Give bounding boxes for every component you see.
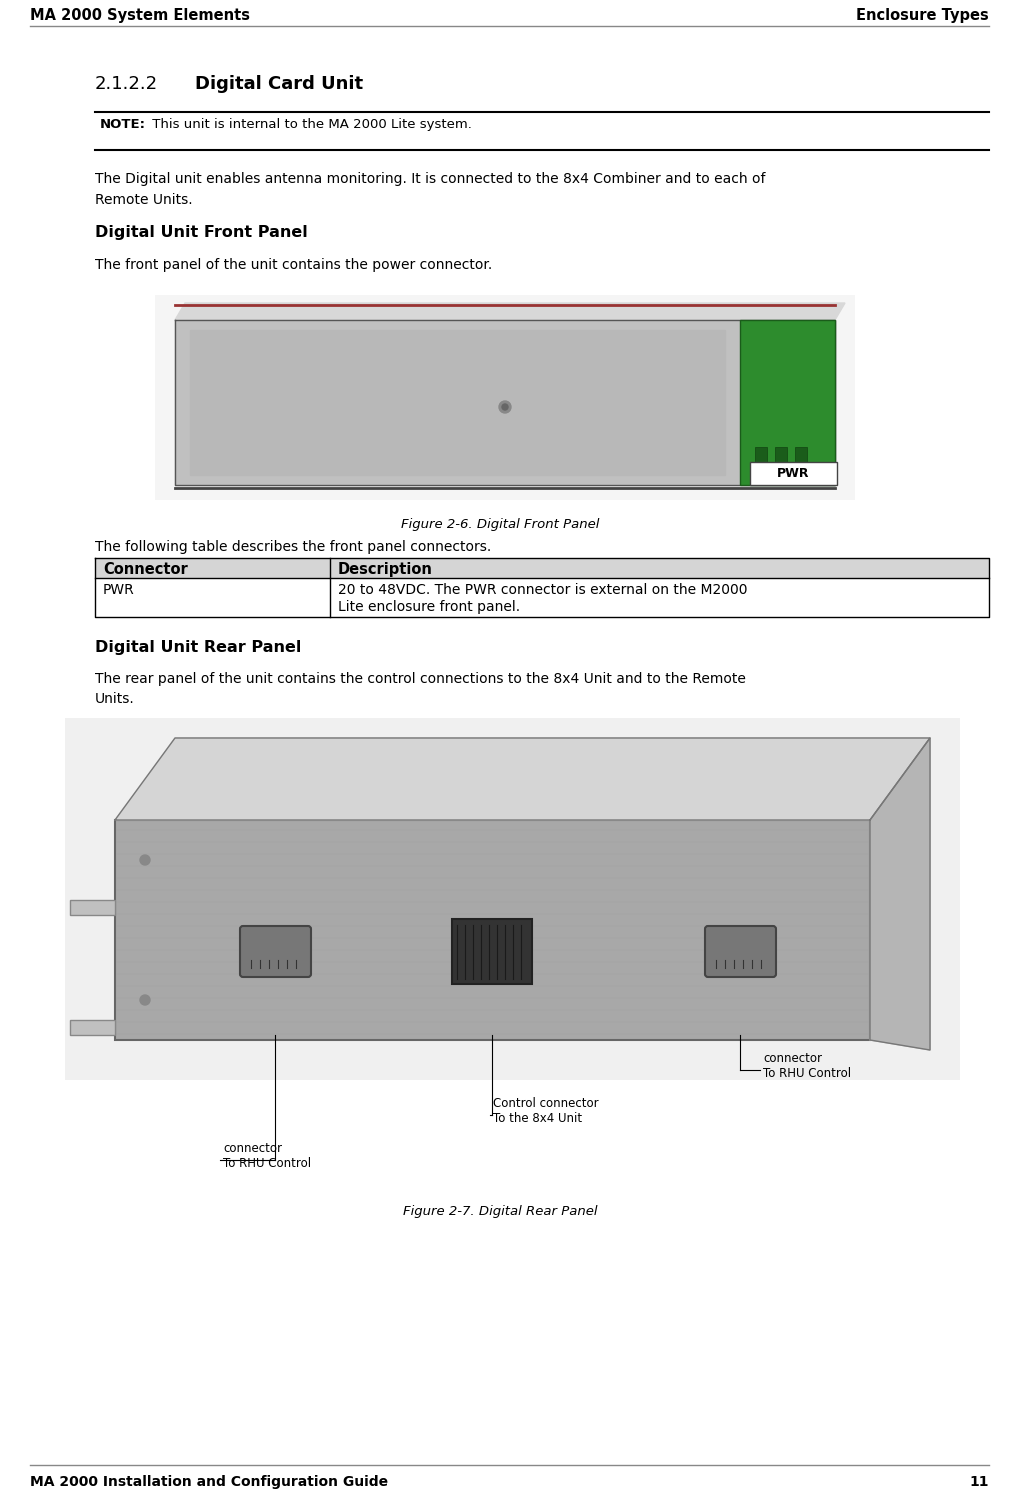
Text: Units.: Units. bbox=[95, 692, 135, 707]
Text: To RHU Control: To RHU Control bbox=[763, 1067, 851, 1079]
Bar bbox=[95, 558, 989, 578]
Polygon shape bbox=[115, 738, 930, 820]
Text: PWR: PWR bbox=[777, 467, 810, 481]
Bar bbox=[795, 448, 807, 478]
Bar bbox=[65, 719, 960, 1079]
Text: To RHU Control: To RHU Control bbox=[223, 1157, 311, 1171]
Text: 2.1.2.2: 2.1.2.2 bbox=[95, 75, 158, 93]
Circle shape bbox=[502, 404, 508, 410]
Polygon shape bbox=[190, 329, 725, 475]
Circle shape bbox=[499, 401, 511, 413]
Text: Remote Units.: Remote Units. bbox=[95, 193, 193, 207]
Bar bbox=[155, 295, 855, 500]
Polygon shape bbox=[175, 302, 845, 320]
Text: This unit is internal to the MA 2000 Lite system.: This unit is internal to the MA 2000 Lit… bbox=[148, 118, 472, 132]
Bar bbox=[775, 448, 787, 478]
Bar bbox=[452, 919, 532, 984]
Text: Digital Unit Rear Panel: Digital Unit Rear Panel bbox=[95, 641, 302, 656]
Text: The front panel of the unit contains the power connector.: The front panel of the unit contains the… bbox=[95, 257, 492, 272]
Text: MA 2000 System Elements: MA 2000 System Elements bbox=[30, 7, 250, 22]
Text: Connector: Connector bbox=[103, 561, 187, 576]
Polygon shape bbox=[175, 320, 835, 485]
Text: connector: connector bbox=[763, 1052, 822, 1064]
Text: Lite enclosure front panel.: Lite enclosure front panel. bbox=[338, 600, 520, 614]
Text: Digital Card Unit: Digital Card Unit bbox=[195, 75, 363, 93]
Bar bbox=[115, 820, 870, 1040]
Polygon shape bbox=[870, 738, 930, 1049]
Text: PWR: PWR bbox=[103, 582, 135, 597]
Text: NOTE:: NOTE: bbox=[100, 118, 146, 132]
Text: Description: Description bbox=[338, 561, 433, 576]
Circle shape bbox=[140, 855, 150, 865]
FancyBboxPatch shape bbox=[240, 927, 311, 978]
Text: To the 8x4 Unit: To the 8x4 Unit bbox=[493, 1112, 582, 1126]
Text: The rear panel of the unit contains the control connections to the 8x4 Unit and : The rear panel of the unit contains the … bbox=[95, 672, 746, 686]
Text: 11: 11 bbox=[969, 1475, 989, 1490]
Text: 20 to 48VDC. The PWR connector is external on the M2000: 20 to 48VDC. The PWR connector is extern… bbox=[338, 582, 748, 597]
Bar bbox=[740, 320, 835, 485]
Text: Digital Unit Front Panel: Digital Unit Front Panel bbox=[95, 225, 308, 240]
Text: connector: connector bbox=[223, 1142, 282, 1156]
Text: Figure 2-7. Digital Rear Panel: Figure 2-7. Digital Rear Panel bbox=[403, 1205, 597, 1219]
Bar bbox=[750, 463, 837, 485]
Text: Enclosure Types: Enclosure Types bbox=[856, 7, 989, 22]
Text: The Digital unit enables antenna monitoring. It is connected to the 8x4 Combiner: The Digital unit enables antenna monitor… bbox=[95, 172, 765, 186]
FancyBboxPatch shape bbox=[705, 927, 776, 978]
Bar bbox=[755, 448, 767, 478]
Polygon shape bbox=[70, 900, 115, 915]
Text: MA 2000 Installation and Configuration Guide: MA 2000 Installation and Configuration G… bbox=[30, 1475, 388, 1490]
Text: Figure 2-6. Digital Front Panel: Figure 2-6. Digital Front Panel bbox=[400, 518, 599, 531]
Polygon shape bbox=[70, 1019, 115, 1034]
Text: Control connector: Control connector bbox=[493, 1097, 598, 1109]
Circle shape bbox=[140, 996, 150, 1004]
Text: The following table describes the front panel connectors.: The following table describes the front … bbox=[95, 540, 491, 554]
